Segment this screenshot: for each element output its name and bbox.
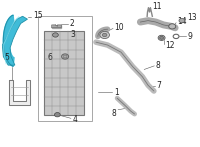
Text: 3: 3 <box>70 30 75 40</box>
Circle shape <box>100 31 109 39</box>
Circle shape <box>53 33 58 37</box>
Polygon shape <box>3 15 14 66</box>
Text: 5: 5 <box>5 54 10 62</box>
Text: 11: 11 <box>152 2 161 11</box>
Circle shape <box>54 113 60 117</box>
Text: 7: 7 <box>157 81 162 91</box>
Text: 14: 14 <box>177 17 187 26</box>
Circle shape <box>179 19 185 23</box>
Polygon shape <box>52 25 61 28</box>
Circle shape <box>169 24 176 29</box>
Text: 2: 2 <box>70 19 75 28</box>
Bar <box>38 16 92 121</box>
Text: 9: 9 <box>188 32 193 41</box>
Text: 1: 1 <box>114 88 119 97</box>
Text: 4: 4 <box>73 115 78 124</box>
Circle shape <box>63 55 67 58</box>
Text: 8: 8 <box>156 61 161 70</box>
PathPatch shape <box>2 16 27 65</box>
Circle shape <box>158 35 165 40</box>
Text: 10: 10 <box>114 23 124 32</box>
Circle shape <box>160 36 164 39</box>
Text: 13: 13 <box>188 13 197 22</box>
Bar <box>44 31 84 115</box>
Polygon shape <box>9 80 30 105</box>
Text: 6: 6 <box>48 53 53 62</box>
Text: 8: 8 <box>111 109 116 118</box>
Text: 12: 12 <box>165 41 175 50</box>
Text: 15: 15 <box>33 11 43 20</box>
Circle shape <box>102 33 107 37</box>
